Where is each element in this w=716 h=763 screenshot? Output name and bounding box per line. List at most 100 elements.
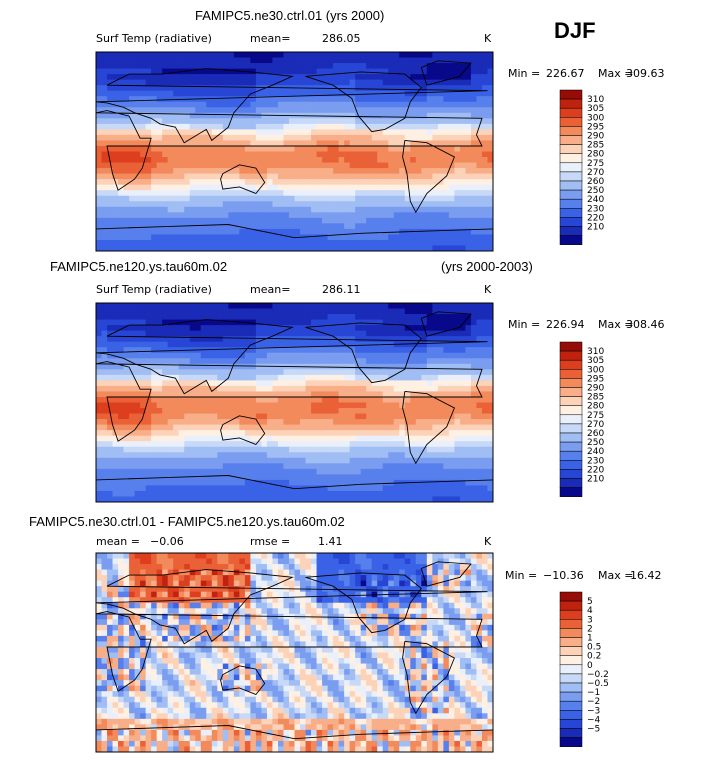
colorbar-tick-label: 310	[587, 347, 604, 357]
colorbar-swatch	[559, 189, 583, 200]
colorbar-swatch	[559, 432, 583, 443]
panel2-colorbar: 3103053002952902852802752702602502402302…	[559, 341, 604, 497]
colorbar-tick-label: 305	[587, 104, 604, 114]
colorbar-swatch	[559, 350, 583, 361]
colorbar-swatch	[559, 487, 583, 497]
panel2-variable-label: Surf Temp (radiative)	[96, 283, 212, 296]
colorbar-swatch	[559, 171, 583, 182]
colorbar-tick-label: 250	[587, 438, 604, 448]
panel2-map	[95, 302, 494, 503]
colorbar-swatch	[559, 691, 583, 702]
panel2-units: K	[484, 283, 492, 296]
colorbar-tick-label: 305	[587, 356, 604, 366]
colorbar-swatch	[559, 126, 583, 136]
colorbar-tick-label: 290	[587, 132, 604, 142]
coastlines	[95, 60, 494, 239]
colorbar-swatch	[559, 423, 583, 434]
panel1-units: K	[484, 32, 492, 45]
panel1-max-label: Max =	[598, 67, 634, 80]
colorbar-swatch	[559, 664, 583, 675]
colorbar-swatch	[559, 719, 583, 729]
colorbar-tick-label: 300	[587, 113, 604, 123]
map-frame	[95, 51, 494, 252]
colorbar-swatch	[559, 600, 583, 611]
colorbar-swatch	[559, 710, 583, 720]
season-label: DJF	[554, 18, 596, 43]
colorbar-swatch	[559, 117, 583, 127]
colorbar-tick-label: 230	[587, 204, 604, 214]
colorbar-tick-label: 240	[587, 195, 604, 205]
panel3-map	[95, 552, 494, 753]
colorbar-swatch	[559, 591, 583, 602]
coastlines	[95, 561, 494, 740]
colorbar-tick-label: 280	[587, 402, 604, 412]
panel2-mean-value: 286.11	[322, 283, 361, 296]
colorbar-swatch	[559, 646, 583, 656]
colorbar-swatch	[559, 162, 583, 173]
colorbar-swatch	[559, 153, 583, 164]
panel1-variable-label: Surf Temp (radiative)	[96, 32, 212, 45]
panel3-rmse-value: 1.41	[318, 535, 343, 548]
colorbar-swatch	[559, 450, 583, 461]
panel3-rmse-label: rmse =	[250, 535, 291, 548]
panel1-mean-value: 286.05	[322, 32, 361, 45]
colorbar-swatch	[559, 405, 583, 416]
colorbar-swatch	[559, 700, 583, 711]
colorbar-tick-label: 300	[587, 365, 604, 375]
colorbar-tick-label: −2	[587, 697, 600, 707]
panel2-mean-label: mean=	[250, 283, 291, 296]
colorbar-swatch	[559, 737, 583, 747]
colorbar-swatch	[559, 341, 583, 352]
colorbar-swatch	[559, 135, 583, 145]
panel3-min-label: Min =	[505, 569, 538, 582]
colorbar-tick-label: 275	[587, 411, 604, 421]
colorbar-tick-label: 260	[587, 429, 604, 439]
colorbar-swatch	[559, 107, 583, 118]
colorbar-swatch	[559, 144, 583, 154]
panel3-mean-label: mean =	[96, 535, 140, 548]
colorbar-tick-label: −4	[587, 715, 601, 725]
colorbar-tick-label: 285	[587, 141, 604, 151]
colorbar-tick-label: −0.2	[587, 670, 609, 680]
colorbar-tick-label: 4	[587, 606, 593, 616]
colorbar-swatch	[559, 198, 583, 209]
colorbar-tick-label: 270	[587, 420, 604, 430]
panel3-max-label: Max =	[598, 569, 634, 582]
panel2-min-value: 226.94	[546, 318, 585, 331]
colorbar-tick-label: 260	[587, 177, 604, 187]
coastlines	[95, 311, 494, 490]
colorbar-tick-label: 0.2	[587, 652, 601, 662]
colorbar-tick-label: 240	[587, 447, 604, 457]
colorbar-swatch	[559, 369, 583, 379]
panel2-max-value: 308.46	[626, 318, 665, 331]
colorbar-swatch	[559, 98, 583, 109]
colorbar-tick-label: 280	[587, 150, 604, 160]
panel1-map	[95, 51, 494, 252]
colorbar-tick-label: 290	[587, 384, 604, 394]
panel3-mean-value: −0.06	[150, 535, 184, 548]
colorbar-swatch	[559, 89, 583, 100]
colorbar-swatch	[559, 414, 583, 425]
colorbar-tick-label: 295	[587, 122, 604, 132]
colorbar-tick-label: 295	[587, 374, 604, 384]
panel1-max-value: 309.63	[626, 67, 665, 80]
colorbar-tick-label: 220	[587, 213, 604, 223]
colorbar-tick-label: 310	[587, 95, 604, 105]
panel1-mean-label: mean=	[250, 32, 291, 45]
colorbar-swatch	[559, 217, 583, 227]
colorbar-swatch	[559, 235, 583, 245]
colorbar-tick-label: 270	[587, 168, 604, 178]
field-cells	[96, 303, 494, 503]
colorbar-tick-label: −3	[587, 706, 600, 716]
colorbar-swatch	[559, 609, 583, 620]
colorbar-swatch	[559, 396, 583, 406]
panel1-colorbar: 3103053002952902852802752702602502402302…	[559, 89, 604, 245]
colorbar-tick-label: 2	[587, 624, 593, 634]
panel3-max-value: 16.42	[630, 569, 662, 582]
colorbar-tick-label: 220	[587, 465, 604, 475]
colorbar-swatch	[559, 226, 583, 236]
colorbar-swatch	[559, 359, 583, 370]
colorbar-swatch	[559, 655, 583, 666]
colorbar-swatch	[559, 628, 583, 638]
colorbar-tick-label: 210	[587, 223, 604, 233]
